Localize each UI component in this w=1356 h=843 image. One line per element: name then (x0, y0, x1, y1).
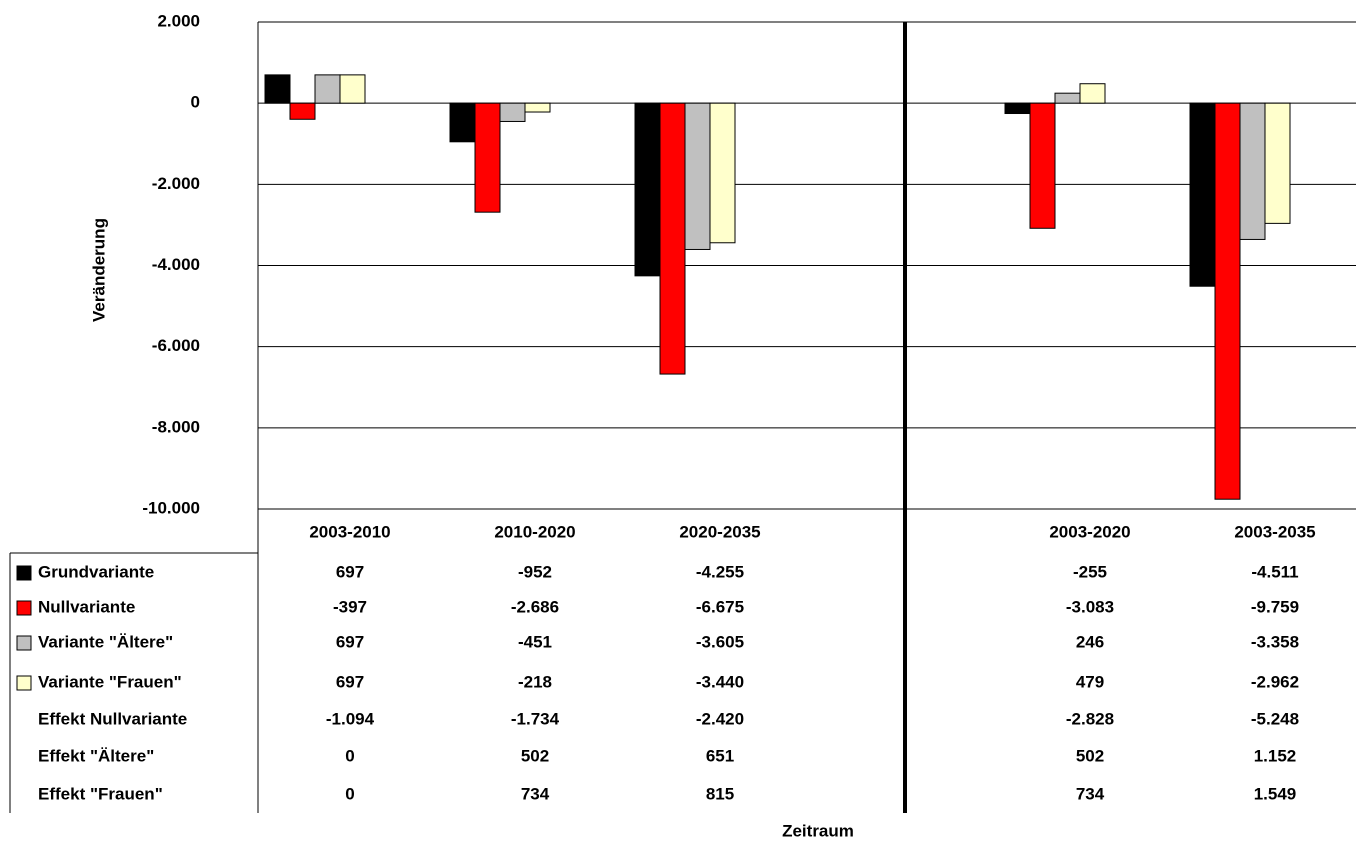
table-cell: -2.828 (1066, 709, 1114, 728)
row-label: Effekt "Frauen" (38, 784, 163, 803)
table-cell: 502 (1076, 746, 1104, 765)
x-tick-label: 2003-2020 (1049, 522, 1130, 541)
table-cell: 697 (336, 562, 364, 581)
bar (339, 74, 366, 104)
legend-key (16, 600, 32, 616)
y-axis-title: Veränderung (89, 218, 108, 322)
table-cell: -1.094 (326, 709, 375, 728)
legend-key (16, 565, 32, 581)
legend-label: Grundvariante (38, 562, 154, 581)
legend-key (16, 635, 32, 651)
row-label: Effekt Nullvariante (38, 709, 187, 728)
bar (1239, 102, 1266, 240)
bar (499, 102, 526, 122)
table-cell: -3.083 (1066, 597, 1114, 616)
table-cell: 1.152 (1254, 746, 1297, 765)
x-tick-label: 2010-2020 (494, 522, 575, 541)
table-cell: -218 (518, 672, 552, 691)
bar (709, 102, 736, 244)
bar (524, 102, 551, 113)
x-tick-label: 2020-2035 (679, 522, 760, 541)
legend-label: Variante "Ältere" (38, 632, 173, 651)
table-cell: -1.734 (511, 709, 560, 728)
table-cell: -9.759 (1251, 597, 1299, 616)
table-cell: -2.686 (511, 597, 559, 616)
legend-label: Nullvariante (38, 597, 135, 616)
row-label: Effekt "Ältere" (38, 746, 154, 765)
table-cell: -2.962 (1251, 672, 1299, 691)
bar (289, 102, 316, 120)
table-cell: 502 (521, 746, 549, 765)
table-cell: -3.358 (1251, 632, 1299, 651)
table-cell: 697 (336, 672, 364, 691)
legend-key (16, 675, 32, 691)
table-cell: -397 (333, 597, 367, 616)
table-cell: 0 (345, 746, 354, 765)
table-cell: -3.605 (696, 632, 744, 651)
table-cell: 651 (706, 746, 734, 765)
y-tick-label: -10.000 (142, 498, 200, 517)
y-tick-label: -8.000 (152, 417, 200, 436)
table-cell: 1.549 (1254, 784, 1297, 803)
y-tick-label: 0 (191, 93, 200, 112)
bar (264, 74, 291, 104)
bar (1214, 102, 1241, 500)
table-cell: -255 (1073, 562, 1107, 581)
table-cell: -5.248 (1251, 709, 1299, 728)
table-cell: 0 (345, 784, 354, 803)
table-cell: -3.440 (696, 672, 744, 691)
table-cell: -451 (518, 632, 552, 651)
bar (1079, 83, 1106, 104)
table-cell: 246 (1076, 632, 1104, 651)
table-cell: 697 (336, 632, 364, 651)
bar (314, 74, 341, 104)
table-cell: -2.420 (696, 709, 744, 728)
bar (449, 102, 476, 143)
table-cell: -6.675 (696, 597, 744, 616)
table-cell: -4.255 (696, 562, 744, 581)
table-cell: -952 (518, 562, 552, 581)
legend-label: Variante "Frauen" (38, 672, 182, 691)
y-tick-label: -6.000 (152, 336, 200, 355)
table-cell: -4.511 (1251, 562, 1298, 581)
y-tick-label: -4.000 (152, 255, 200, 274)
x-tick-label: 2003-2035 (1234, 522, 1315, 541)
table-cell: 479 (1076, 672, 1104, 691)
table-cell: 734 (1076, 784, 1105, 803)
table-cell: 734 (521, 784, 550, 803)
bar (474, 102, 501, 213)
table-cell: 815 (706, 784, 734, 803)
y-tick-label: 2.000 (157, 11, 200, 30)
bar (1189, 102, 1216, 287)
bar (1264, 102, 1291, 224)
bar (1004, 102, 1031, 115)
bar (684, 102, 711, 250)
y-tick-label: -2.000 (152, 174, 200, 193)
bar (634, 102, 661, 277)
bar (659, 102, 686, 375)
x-tick-label: 2003-2010 (309, 522, 390, 541)
x-axis-title: Zeitraum (782, 821, 854, 840)
bar (1029, 102, 1056, 229)
bar (1054, 92, 1081, 104)
